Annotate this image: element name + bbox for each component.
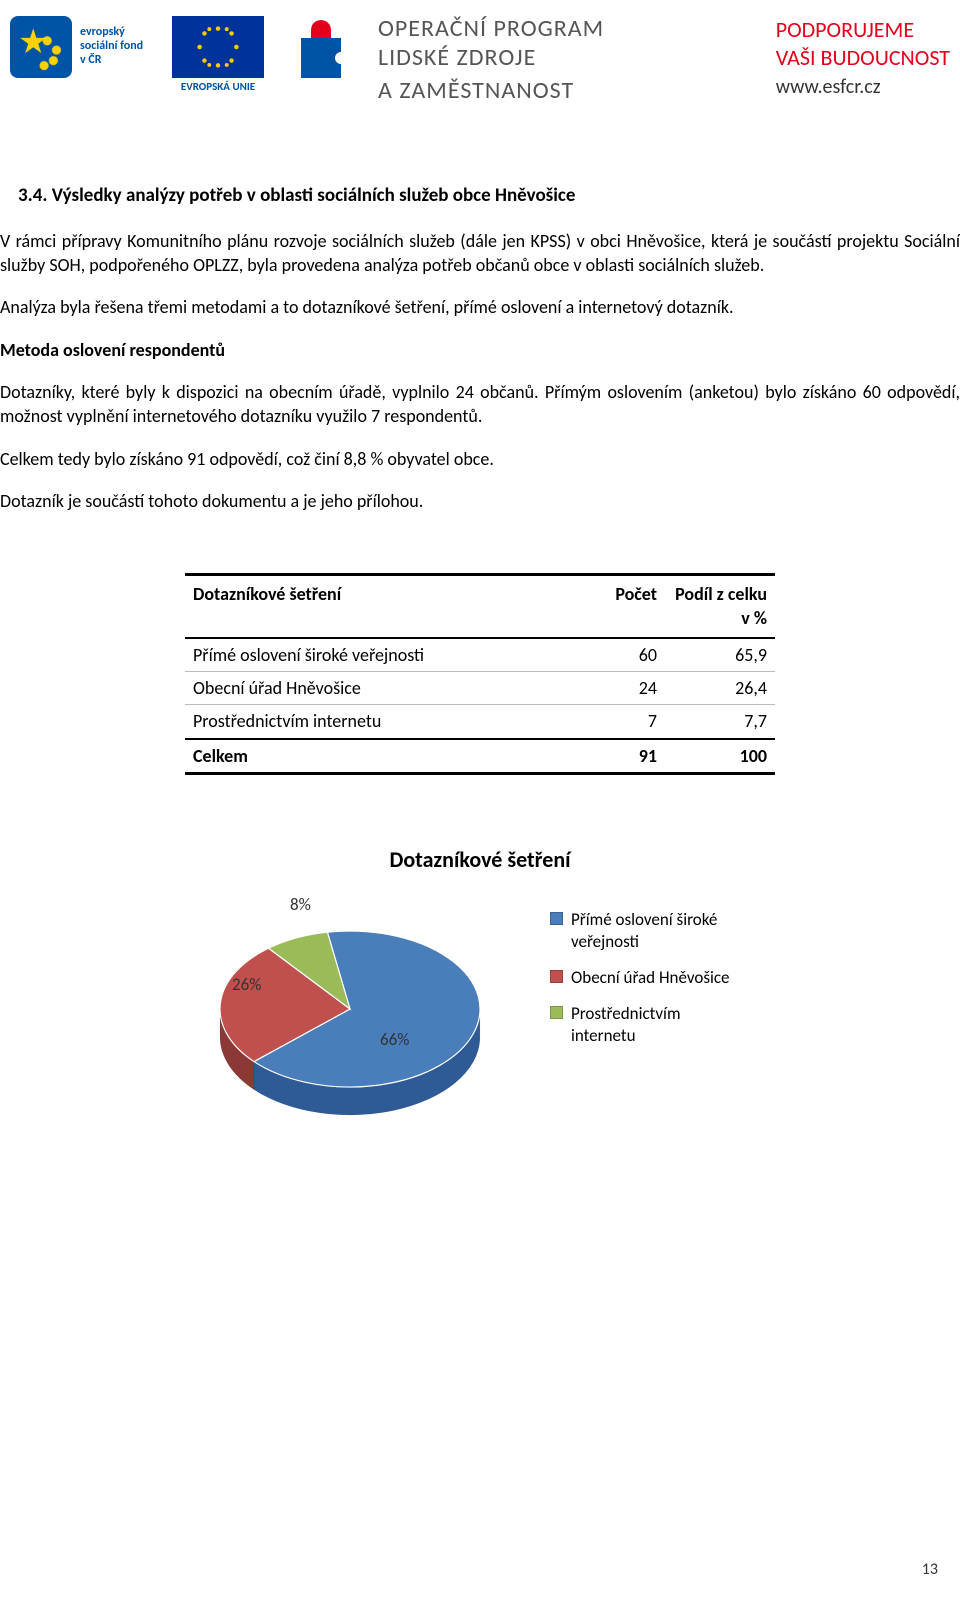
paragraph-4: Dotazníky, které byly k dispozici na obe… [0, 380, 960, 429]
support-line1: PODPORUJEME [776, 16, 950, 44]
op-line3: A ZAMĚSTNANOST [378, 76, 574, 105]
table-total-pct: 100 [665, 739, 775, 774]
table-total-row: Celkem 91 100 [185, 739, 775, 774]
legend-item: Obecní úřad Hněvošice [550, 967, 730, 989]
pie-slice-label-0: 66% [380, 1029, 409, 1052]
table-cell-pct: 7,7 [665, 705, 775, 739]
paragraph-6: Dotazník je součástí tohoto dokumentu a … [0, 489, 960, 513]
paragraph-5: Celkem tedy bylo získáno 91 odpovědí, co… [0, 447, 960, 471]
legend-label: Prostřednictvím internetu [571, 1003, 730, 1047]
table-total-label: Celkem [185, 739, 574, 774]
legend-label: Obecní úřad Hněvošice [571, 967, 730, 989]
puzzle-icon [286, 16, 356, 86]
table-cell-count: 24 [574, 672, 665, 705]
table-total-count: 91 [574, 739, 665, 774]
legend-swatch [550, 1006, 563, 1019]
esf-star-icon [10, 16, 72, 78]
legend-swatch [550, 970, 563, 983]
table-cell-count: 7 [574, 705, 665, 739]
op-line1: OPERAČNÍ PROGRAM [378, 16, 604, 42]
pie-chart: 66% 26% 8% [160, 889, 530, 1139]
table-header-row: Dotazníkové šetření Počet Podíl z celku … [185, 575, 775, 638]
puzzle-accent-path [311, 20, 331, 38]
table-cell-pct: 65,9 [665, 638, 775, 672]
section-title: 3.4. Výsledky analýzy potřeb v oblasti s… [18, 183, 960, 209]
page-number: 13 [922, 1559, 938, 1581]
table-header-label: Dotazníkové šetření [185, 575, 574, 638]
legend-item: Prostřednictvím internetu [550, 1003, 730, 1047]
operational-program-text: OPERAČNÍ PROGRAM LIDSKÉ ZDROJE A ZAMĚSTN… [378, 16, 604, 107]
table-cell-label: Obecní úřad Hněvošice [185, 672, 574, 705]
legend-swatch [550, 912, 563, 925]
eu-flag-icon [172, 16, 264, 78]
pie-slice-label-1: 26% [232, 974, 261, 997]
header-logos: evropský sociální fond v ČR [0, 16, 960, 129]
table-header-pct: Podíl z celku v % [665, 575, 775, 638]
pie-svg [160, 889, 530, 1139]
pie-legend: Přímé oslovení široké veřejnosti Obecní … [550, 909, 730, 1061]
puzzle-main-path [301, 32, 341, 78]
paragraph-3: Metoda oslovení respondentů [0, 338, 960, 362]
support-line2: VAŠI BUDOUCNOST [776, 44, 950, 72]
table-cell-label: Přímé oslovení široké veřejnosti [185, 638, 574, 672]
paragraph-2: Analýza byla řešena třemi metodami a to … [0, 295, 960, 319]
support-url: www.esfcr.cz [776, 75, 950, 100]
pie-chart-area: Dotazníkové šetření 66% 26% 8% Přímé osl… [160, 845, 800, 1139]
support-text: PODPORUJEME VAŠI BUDOUCNOST www.esfcr.cz [776, 16, 950, 100]
esf-text: evropský sociální fond v ČR [80, 26, 150, 67]
eu-label: EVROPSKÁ UNIE [172, 80, 264, 95]
table-cell-pct: 26,4 [665, 672, 775, 705]
survey-table-wrap: Dotazníkové šetření Počet Podíl z celku … [185, 573, 775, 775]
eu-flag-block: EVROPSKÁ UNIE [172, 16, 264, 95]
pie-chart-row: 66% 26% 8% Přímé oslovení široké veřejno… [160, 889, 800, 1139]
table-row: Prostřednictvím internetu 7 7,7 [185, 705, 775, 739]
page: evropský sociální fond v ČR [0, 0, 960, 1601]
paragraph-1: V rámci přípravy Komunitního plánu rozvo… [0, 229, 960, 278]
table-row: Obecní úřad Hněvošice 24 26,4 [185, 672, 775, 705]
content: 3.4. Výsledky analýzy potřeb v oblasti s… [0, 129, 960, 1138]
survey-table: Dotazníkové šetření Počet Podíl z celku … [185, 573, 775, 775]
table-row: Přímé oslovení široké veřejnosti 60 65,9 [185, 638, 775, 672]
legend-item: Přímé oslovení široké veřejnosti [550, 909, 730, 953]
table-cell-label: Prostřednictvím internetu [185, 705, 574, 739]
pie-slice-label-2: 8% [290, 894, 311, 917]
pie-chart-title: Dotazníkové šetření [160, 845, 800, 875]
table-cell-count: 60 [574, 638, 665, 672]
table-header-count: Počet [574, 575, 665, 638]
legend-label: Přímé oslovení široké veřejnosti [571, 909, 730, 953]
esf-logo: evropský sociální fond v ČR [10, 16, 150, 78]
op-line2: LIDSKÉ ZDROJE [378, 43, 536, 72]
